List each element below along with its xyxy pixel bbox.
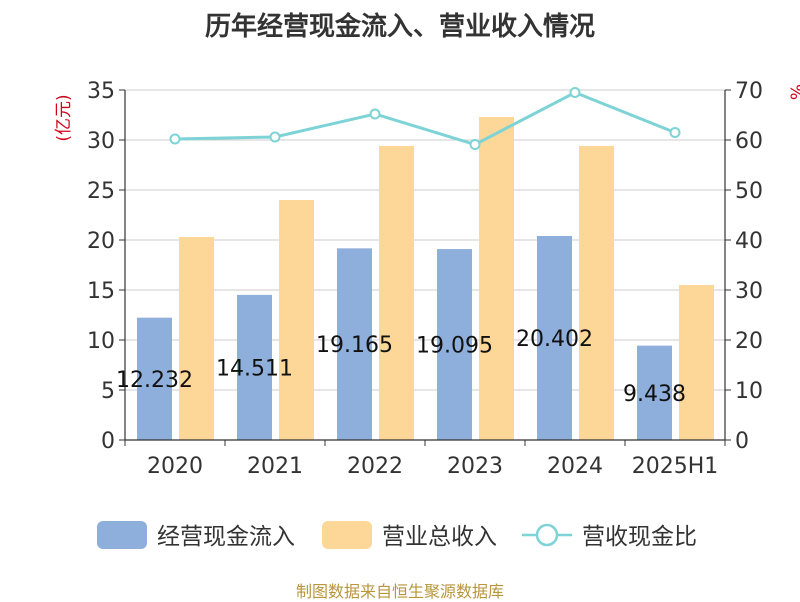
cash-inflow-bar (237, 294, 272, 440)
ratio-point (569, 87, 581, 98)
grid-lines (125, 89, 725, 391)
x-tick-label: 2025H1 (632, 454, 719, 479)
left-tick-label: 0 (101, 429, 115, 454)
x-tick-label: 2024 (547, 454, 603, 479)
left-tick-label: 10 (87, 329, 115, 354)
legend-label-revenue: 营业总收入 (382, 524, 497, 550)
revenue-bar (679, 285, 714, 440)
right-tick-label: 60 (735, 129, 763, 154)
cash-inflow-value-label: 19.165 (316, 333, 393, 358)
right-axis-unit: % (788, 84, 800, 100)
cash-inflow-value-label: 14.511 (216, 356, 293, 381)
cash-inflow-bar (537, 235, 572, 440)
ratio-point (169, 133, 181, 145)
data-labels: 12.232 14.511 19.165 19.095 20.402 9.438 (116, 327, 686, 407)
cash-inflow-value-label: 9.438 (623, 382, 686, 407)
right-tick-label: 10 (735, 379, 763, 404)
x-tick-label: 2022 (347, 454, 403, 479)
left-tick-label: 25 (87, 179, 115, 204)
ratio-point (669, 127, 681, 138)
revenue-bar (379, 146, 414, 440)
cash-inflow-bar (337, 248, 372, 440)
source-note: 制图数据来自恒生聚源数据库 (295, 582, 504, 601)
legend-swatch-revenue (322, 521, 372, 549)
legend-label-ratio: 营收现金比 (582, 524, 697, 550)
x-tick-label: 2021 (247, 454, 303, 479)
chart-title: 历年经营现金流入、营业收入情况 (204, 12, 595, 42)
axes: 0 5 10 15 20 25 30 35 0 10 20 30 40 50 60 70 (亿元)% 2020 20… (54, 79, 800, 479)
cash-inflow-value-label: 12.232 (116, 368, 193, 393)
x-tick-label: 2023 (447, 454, 503, 479)
cash-inflow-bar (437, 249, 472, 440)
left-tick-label: 30 (87, 129, 115, 154)
ratio-point (369, 108, 381, 120)
legend: 经营现金流入 营业总收入 营收现金比 (97, 521, 697, 550)
right-tick-label: 30 (735, 279, 763, 304)
ratio-line (169, 87, 681, 150)
left-tick-label: 15 (87, 279, 115, 304)
left-tick-label: 5 (101, 379, 115, 404)
right-tick-label: 50 (735, 179, 763, 204)
revenue-bar (279, 200, 314, 440)
legend-swatch-ratio-marker (535, 523, 559, 547)
revenue-bar (579, 146, 614, 440)
cash-inflow-bar (137, 317, 172, 440)
cash-inflow-value-label: 20.402 (516, 327, 593, 352)
ratio-polyline (174, 90, 676, 147)
right-tick-label: 40 (735, 229, 763, 254)
cash-inflow-bar (637, 345, 672, 440)
left-axis-unit: (亿元) (54, 94, 74, 141)
x-tick-label: 2020 (147, 454, 203, 479)
ratio-point (269, 131, 281, 143)
left-tick-label: 20 (87, 229, 115, 254)
legend-label-cash-inflow: 经营现金流入 (157, 524, 295, 550)
cash-inflow-value-label: 19.095 (416, 334, 493, 359)
revenue-bar (179, 237, 214, 440)
right-tick-label: 20 (735, 329, 763, 354)
right-tick-label: 70 (735, 79, 763, 104)
left-tick-label: 35 (87, 79, 115, 104)
ratio-point (469, 139, 481, 150)
bars (137, 117, 714, 440)
revenue-bar (479, 117, 514, 440)
legend-swatch-cash-inflow (97, 521, 147, 549)
right-tick-label: 0 (735, 429, 749, 454)
